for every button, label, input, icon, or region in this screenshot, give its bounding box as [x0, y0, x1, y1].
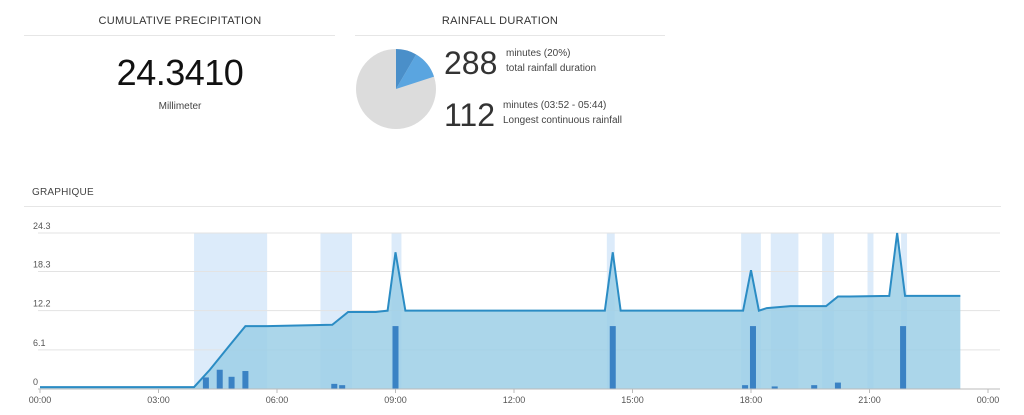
graphique-title: GRAPHIQUE	[32, 187, 94, 198]
pie-slice-rain-light	[396, 54, 435, 89]
x-tick-label: 06:00	[266, 395, 289, 405]
longest-rainfall-label: Longest continuous rainfall	[503, 115, 622, 126]
x-tick-label: 00:00	[977, 395, 1000, 405]
rain-bar-3	[242, 371, 249, 389]
x-tick-label: 00:00	[29, 395, 52, 405]
y-tick-label: 12.2	[33, 299, 51, 309]
pie-slice-rain-dark	[396, 49, 417, 89]
rainfall-duration-divider	[355, 35, 665, 36]
y-tick-label: 0	[33, 377, 38, 387]
graphique-divider	[24, 206, 1001, 207]
x-tick-label: 18:00	[740, 395, 763, 405]
x-tick-label: 15:00	[621, 395, 644, 405]
total-rainfall-duration-value: 288	[444, 45, 498, 81]
y-tick-label: 6.1	[33, 338, 46, 348]
rain-bar-11	[811, 385, 818, 389]
rain-bar-8	[742, 385, 749, 389]
rain-bar-2	[228, 376, 235, 389]
rain-bar-1	[216, 369, 223, 389]
cumulative-line	[40, 232, 961, 389]
rain-bar-5	[339, 385, 346, 389]
rainfall-duration-title: RAINFALL DURATION	[441, 15, 559, 27]
rain-bar-6	[392, 326, 399, 389]
longest-rainfall-minutes: minutes (03:52 - 05:44)	[503, 100, 607, 111]
cumulative-precipitation-value: 24.3410	[116, 52, 244, 93]
rain-bar-9	[749, 326, 756, 389]
total-rainfall-duration-label: total rainfall duration	[506, 63, 597, 74]
y-tick-label: 18.3	[33, 260, 51, 270]
rain-bar-0	[202, 377, 209, 389]
rain-bar-4	[331, 383, 338, 389]
cumulative-precipitation-unit: Millimeter	[158, 101, 202, 112]
total-rainfall-duration-minutes: minutes (20%)	[506, 48, 571, 59]
rainfall-duration-pie	[356, 49, 436, 129]
rain-bar-7	[609, 326, 616, 389]
x-tick-label: 21:00	[858, 395, 881, 405]
x-tick-label: 12:00	[503, 395, 526, 405]
rain-bar-12	[834, 382, 841, 389]
longest-rainfall-value: 112	[444, 97, 496, 133]
x-tick-label: 03:00	[147, 395, 170, 405]
cumulative-precipitation-title: CUMULATIVE PRECIPITATION	[98, 15, 262, 27]
rain-bar-10	[771, 386, 778, 389]
rain-bar-13	[900, 326, 907, 389]
y-tick-label: 24.3	[33, 221, 51, 231]
cumulative-divider	[24, 35, 335, 36]
x-tick-label: 09:00	[384, 395, 407, 405]
